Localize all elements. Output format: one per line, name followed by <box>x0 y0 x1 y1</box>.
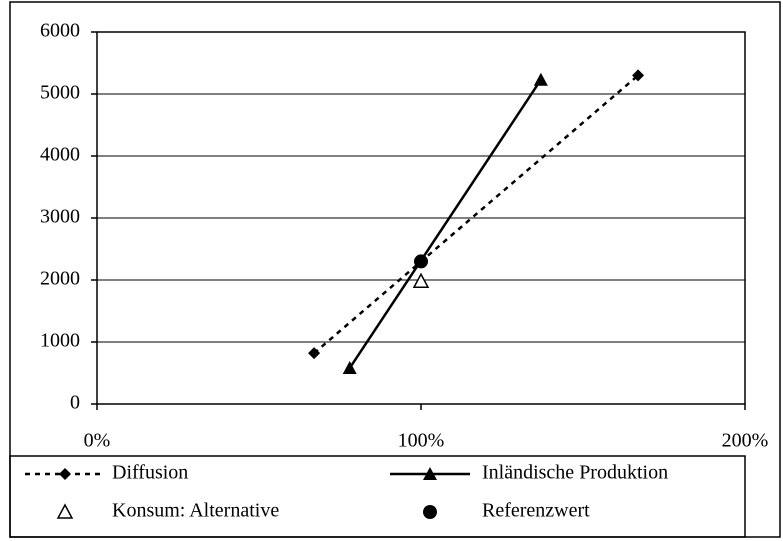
series-line <box>313 74 639 355</box>
legend-label: Konsum: Alternative <box>112 500 279 522</box>
x-tick-label: 100% <box>398 430 445 452</box>
data-point <box>632 69 645 82</box>
data-point <box>412 272 430 288</box>
y-tick-label: 6000 <box>40 20 80 42</box>
x-tick-label: 0% <box>84 430 111 452</box>
legend-label: Referenzwert <box>482 500 590 522</box>
y-tick-label: 0 <box>70 392 80 414</box>
data-point <box>533 72 548 86</box>
legend-marker <box>423 505 437 519</box>
y-tick-label: 5000 <box>40 82 80 104</box>
legend-marker <box>59 468 71 480</box>
y-tick-label: 4000 <box>40 144 80 166</box>
legend-marker <box>56 503 74 519</box>
legend-box <box>9 455 746 538</box>
data-point <box>308 347 321 360</box>
y-tick-label: 2000 <box>40 268 80 290</box>
legend-label: Diffusion <box>112 462 188 484</box>
legend-label: Inländische Produktion <box>482 462 668 484</box>
y-tick-label: 1000 <box>40 330 80 352</box>
series-line <box>348 79 542 369</box>
y-tick-label: 3000 <box>40 206 80 228</box>
data-point <box>342 361 357 375</box>
legend-marker <box>423 467 437 480</box>
x-tick-label: 200% <box>722 430 769 452</box>
data-point <box>414 254 428 269</box>
